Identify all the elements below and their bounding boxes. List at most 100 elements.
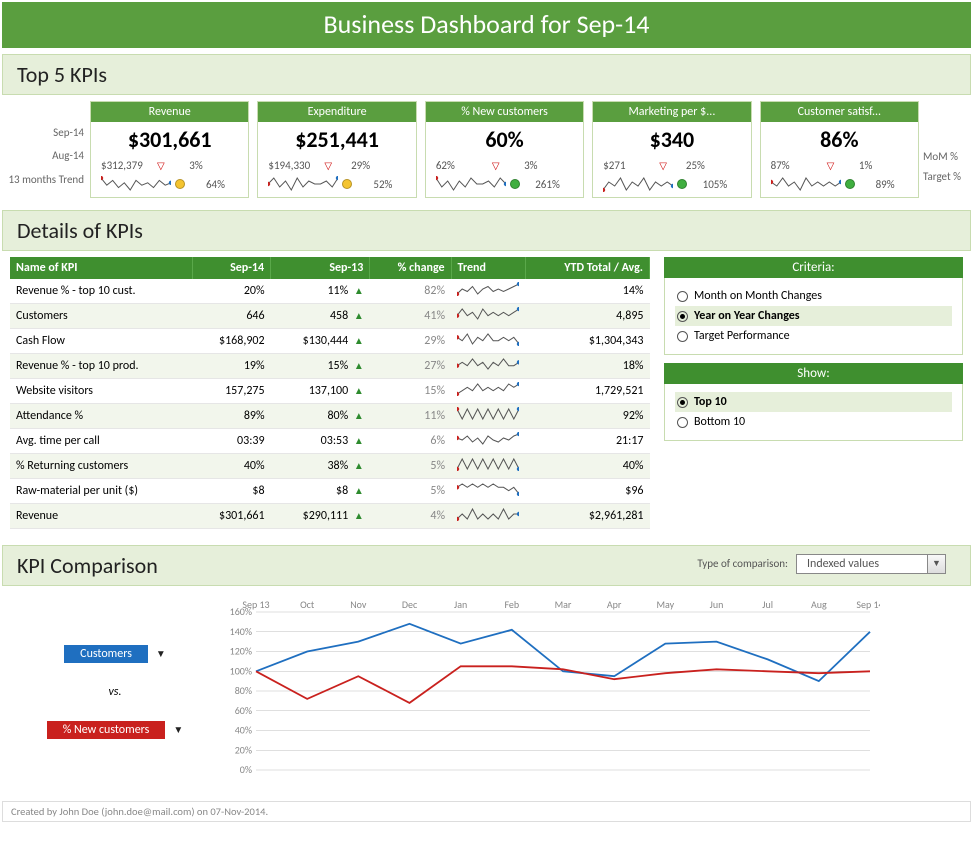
cell-name: Website visitors [10, 379, 192, 404]
cell-trend [451, 454, 525, 479]
kpi-mom-pct: 1% [838, 159, 872, 172]
cell-chg: 27% [370, 354, 451, 379]
kpi-value: 86% [761, 122, 918, 155]
svg-text:20%: 20% [235, 743, 252, 756]
col-header: Sep-14 [192, 257, 270, 279]
show-option[interactable]: Top 10 [675, 392, 952, 412]
col-header: Sep-13 [271, 257, 370, 279]
top5-heading: Top 5 KPIs [2, 54, 971, 95]
label-mom: MoM % [919, 150, 971, 170]
cell-name: % Returning customers [10, 454, 192, 479]
down-arrow-icon: ▽ [492, 159, 500, 172]
cell-cur: $301,661 [192, 504, 270, 529]
radio-icon [677, 397, 688, 408]
vs-label: vs. [109, 685, 122, 699]
cell-chg: 5% [370, 454, 451, 479]
up-arrow-icon: ▲ [354, 409, 364, 422]
up-arrow-icon: ▲ [354, 459, 364, 472]
cell-chg: 6% [370, 429, 451, 454]
kpi-mom-pct: 29% [336, 159, 370, 172]
col-header: Trend [451, 257, 525, 279]
svg-text:Feb: Feb [504, 598, 519, 611]
top5-section: Top 5 KPIs Sep-14 Aug-14 13 months Trend… [2, 54, 971, 204]
cell-trend [451, 504, 525, 529]
criteria-option[interactable]: Year on Year Changes [675, 306, 952, 326]
compare-section: KPI Comparison Type of comparison: Index… [2, 545, 971, 793]
target-dot-icon [845, 179, 855, 189]
kpi-card: Customer satisf...86%87%▽1%89% [760, 101, 919, 198]
table-row: Customers646458 ▲41%4,895 [10, 304, 650, 329]
kpi-target-pct: 64% [191, 178, 225, 191]
cell-trend [451, 354, 525, 379]
svg-text:60%: 60% [235, 704, 252, 717]
up-arrow-icon: ▲ [354, 309, 364, 322]
cell-trend [451, 379, 525, 404]
kpi-mom-pct: 25% [671, 159, 705, 172]
series-a-label: Customers [64, 645, 148, 663]
series-a-select[interactable]: Customers ▼ [64, 645, 166, 663]
cell-prev: 80% ▲ [271, 404, 370, 429]
svg-text:Jun: Jun [710, 598, 724, 611]
cell-name: Revenue % - top 10 cust. [10, 279, 192, 304]
table-row: Revenue % - top 10 cust.20%11% ▲82%14% [10, 279, 650, 304]
radio-icon [677, 291, 688, 302]
compare-heading: KPI Comparison [17, 552, 158, 579]
col-header: YTD Total / Avg. [525, 257, 649, 279]
kpi-target-pct: 89% [861, 178, 895, 191]
table-row: Revenue$301,661$290,111 ▲4%$2,961,281 [10, 504, 650, 529]
down-arrow-icon: ▽ [157, 159, 165, 172]
footer-credit: Created by John Doe (john.doe@mail.com) … [2, 801, 971, 822]
kpi-right-labels: MoM % Target % [919, 101, 971, 198]
cell-ytd: 21:17 [525, 429, 649, 454]
cell-prev: 15% ▲ [271, 354, 370, 379]
target-dot-icon [510, 179, 520, 189]
down-arrow-icon: ▽ [827, 159, 835, 172]
chevron-down-icon: ▼ [173, 723, 183, 736]
down-arrow-icon: ▽ [659, 159, 667, 172]
cell-chg: 4% [370, 504, 451, 529]
show-heading: Show: [664, 363, 963, 384]
up-arrow-icon: ▲ [354, 384, 364, 397]
table-row: Website visitors157,275137,100 ▲15%1,729… [10, 379, 650, 404]
cell-ytd: $1,304,343 [525, 329, 649, 354]
svg-text:100%: 100% [230, 664, 252, 677]
option-label: Bottom 10 [694, 415, 745, 429]
cell-prev: 137,100 ▲ [271, 379, 370, 404]
criteria-option[interactable]: Target Performance [675, 326, 952, 346]
kpi-value: $340 [593, 122, 750, 155]
radio-icon [677, 311, 688, 322]
cell-prev: $130,444 ▲ [271, 329, 370, 354]
svg-text:Sep 13: Sep 13 [242, 598, 269, 611]
criteria-panel: Criteria: Month on Month ChangesYear on … [664, 257, 963, 355]
show-option[interactable]: Bottom 10 [675, 412, 952, 432]
svg-text:May: May [656, 598, 674, 611]
criteria-option[interactable]: Month on Month Changes [675, 286, 952, 306]
cell-cur: $8 [192, 479, 270, 504]
kpi-prev-value: $312,379 [101, 159, 153, 172]
cell-prev: 11% ▲ [271, 279, 370, 304]
cell-name: Avg. time per call [10, 429, 192, 454]
kpi-prev-value: $271 [603, 159, 655, 172]
cell-cur: 157,275 [192, 379, 270, 404]
kpi-card-title: Expenditure [258, 102, 415, 122]
cell-chg: 5% [370, 479, 451, 504]
col-header: % change [370, 257, 451, 279]
page-title: Business Dashboard for Sep-14 [2, 2, 971, 48]
cell-name: Raw-material per unit ($) [10, 479, 192, 504]
up-arrow-icon: ▲ [354, 284, 364, 297]
kpi-card-title: Customer satisf... [761, 102, 918, 122]
table-row: Avg. time per call03:3903:53 ▲6%21:17 [10, 429, 650, 454]
compare-type-select[interactable]: Indexed values ▼ [796, 554, 946, 574]
kpi-mom-pct: 3% [504, 159, 538, 172]
option-label: Month on Month Changes [694, 289, 822, 303]
kpi-value: $301,661 [91, 122, 248, 155]
cell-ytd: 14% [525, 279, 649, 304]
down-arrow-icon: ▽ [324, 159, 332, 172]
table-row: % Returning customers40%38% ▲5%40% [10, 454, 650, 479]
cell-name: Attendance % [10, 404, 192, 429]
cell-name: Cash Flow [10, 329, 192, 354]
series-b-select[interactable]: % New customers ▼ [47, 721, 184, 739]
kpi-card-title: Revenue [91, 102, 248, 122]
cell-ytd: 18% [525, 354, 649, 379]
col-header: Name of KPI [10, 257, 192, 279]
